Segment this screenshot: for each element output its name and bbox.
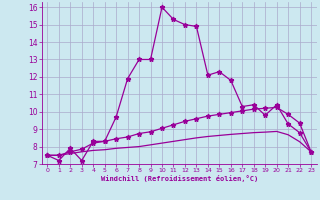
X-axis label: Windchill (Refroidissement éolien,°C): Windchill (Refroidissement éolien,°C) (100, 175, 258, 182)
